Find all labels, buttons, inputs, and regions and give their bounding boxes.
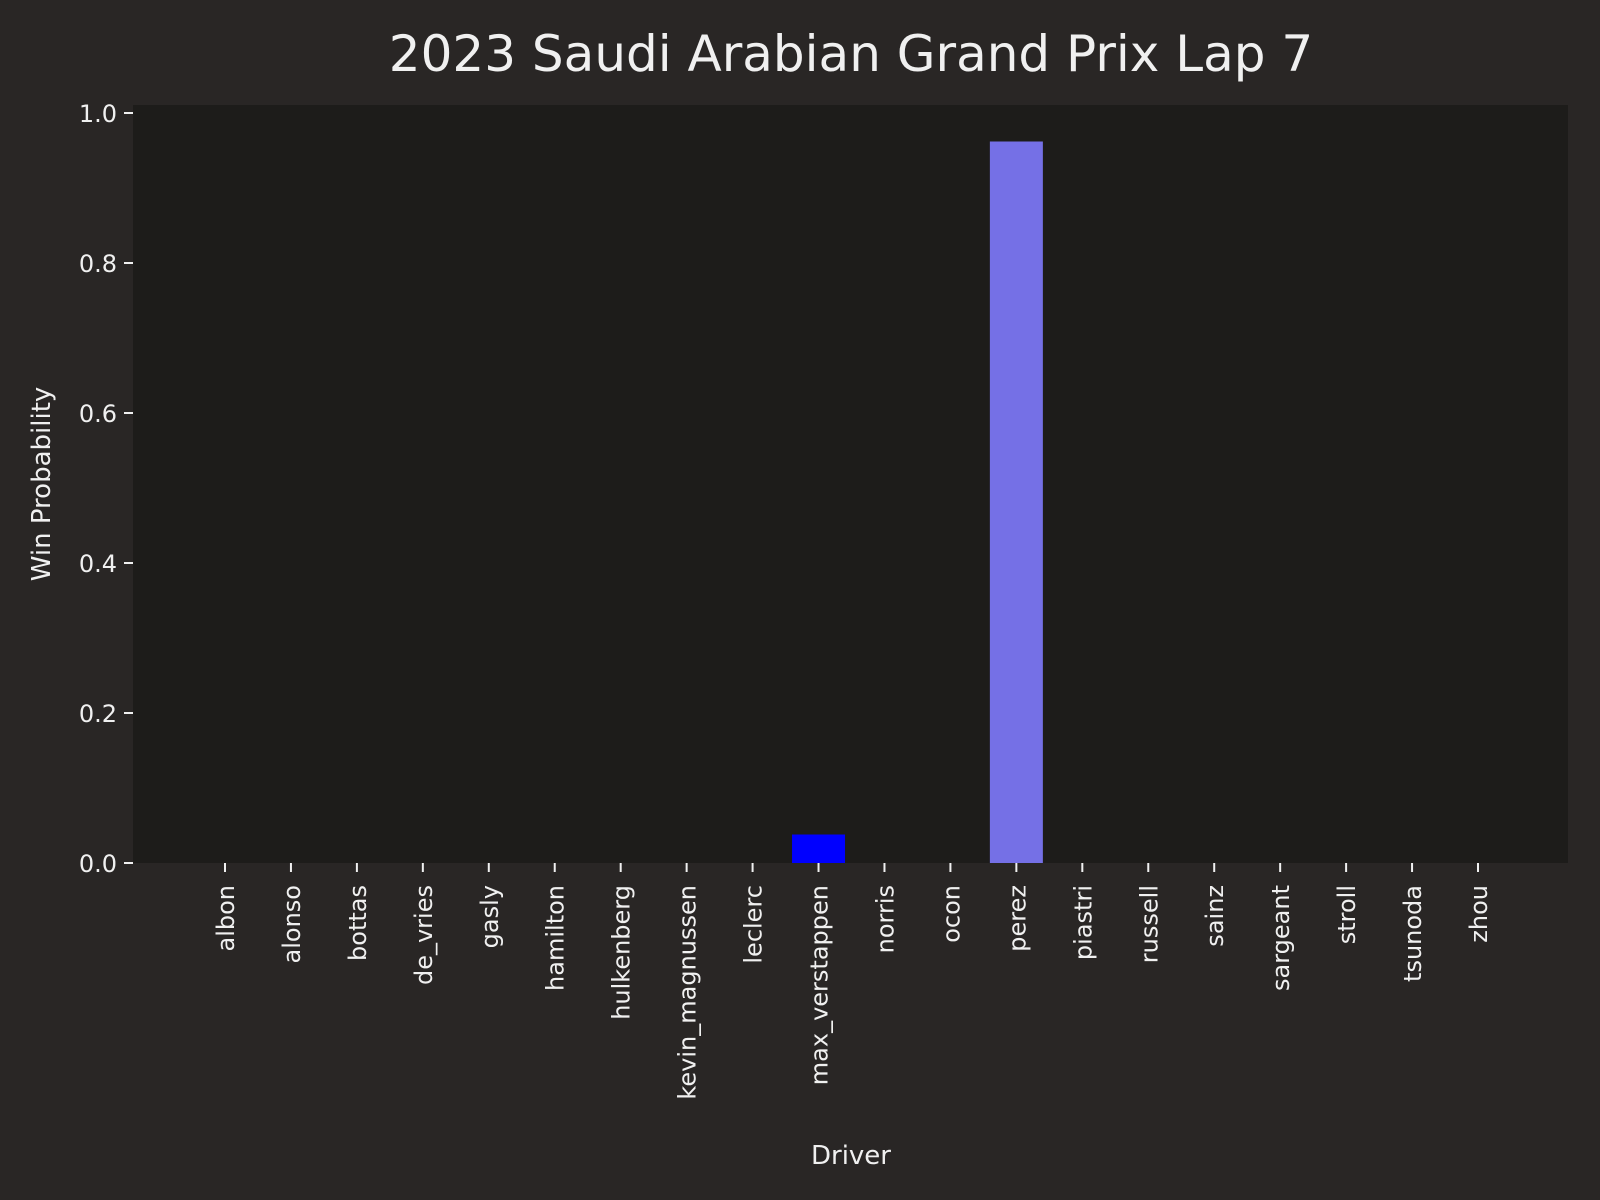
x-tick-label-alonso: alonso: [278, 885, 306, 963]
y-tick-label: 0.4: [79, 550, 117, 578]
y-tick-label: 0.8: [79, 250, 117, 278]
x-tick-label-hulkenberg: hulkenberg: [608, 885, 636, 1020]
x-tick-label-tsunoda: tsunoda: [1399, 885, 1427, 982]
x-tick-label-bottas: bottas: [344, 885, 372, 961]
bars: [792, 141, 1043, 863]
x-tick-label-ocon: ocon: [937, 885, 965, 943]
bar-perez: [989, 141, 1043, 863]
x-tick-label-stroll: stroll: [1333, 885, 1361, 944]
x-axis: albon alonso bottas de_vries gasly hamilton hu…: [212, 863, 1493, 1100]
x-tick-label-hamilton: hamilton: [542, 885, 570, 991]
x-tick-label-norris: norris: [871, 885, 899, 953]
x-tick-label-de_vries: de_vries: [410, 885, 438, 985]
y-axis: 0.0 0.2 0.4 0.6 0.8 1.0: [79, 100, 133, 878]
x-tick-label-sargeant: sargeant: [1267, 885, 1295, 991]
x-tick-label-gasly: gasly: [476, 885, 504, 948]
y-tick-label: 0.2: [79, 700, 117, 728]
x-tick-label-leclerc: leclerc: [740, 885, 768, 964]
x-tick-label-perez: perez: [1003, 885, 1031, 952]
y-axis-label: Win Probability: [27, 387, 57, 582]
plot-area: [133, 105, 1568, 863]
bar-max_verstappen: [792, 834, 846, 863]
x-tick-label-zhou: zhou: [1465, 885, 1493, 943]
x-tick-label-piastri: piastri: [1069, 885, 1097, 960]
x-tick-label-max_verstappen: max_verstappen: [806, 885, 834, 1085]
x-tick-label-russell: russell: [1135, 885, 1163, 963]
chart-title: 2023 Saudi Arabian Grand Prix Lap 7: [389, 25, 1313, 83]
x-tick-label-albon: albon: [212, 885, 240, 952]
x-tick-label-sainz: sainz: [1201, 885, 1229, 947]
x-axis-label: Driver: [811, 1141, 891, 1171]
y-tick-label: 0.0: [79, 850, 117, 878]
y-tick-label: 1.0: [79, 100, 117, 128]
x-tick-label-kevin_magnussen: kevin_magnussen: [674, 885, 702, 1100]
y-tick-label: 0.6: [79, 400, 117, 428]
